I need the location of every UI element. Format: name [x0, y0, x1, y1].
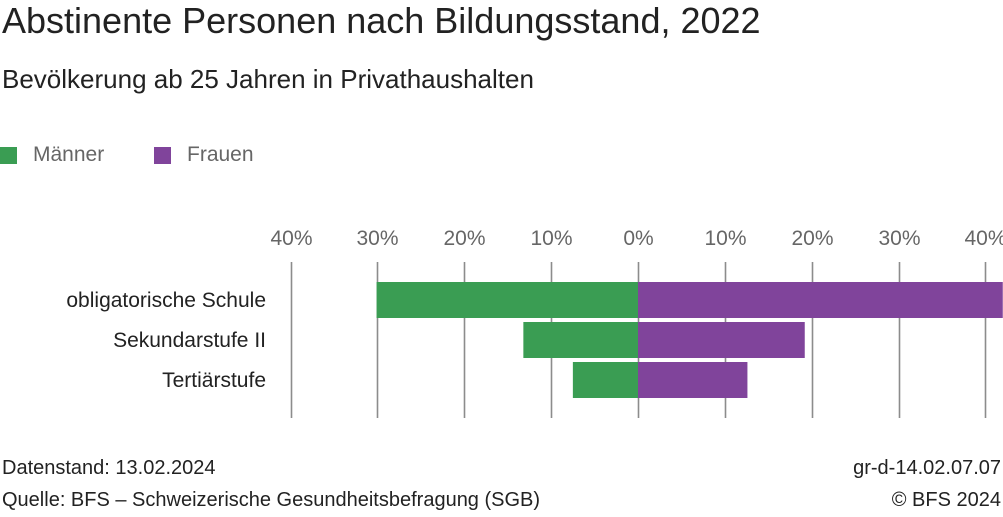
bar-frauen: [638, 362, 748, 398]
legend-label-frauen: Frauen: [187, 143, 254, 166]
bar-maenner: [523, 322, 638, 358]
bar-frauen: [638, 322, 805, 358]
x-tick-label: 40%: [270, 227, 312, 250]
x-tick-label: 0%: [623, 227, 653, 250]
category-label: obligatorische Schule: [66, 289, 266, 312]
bar-frauen: [638, 282, 1003, 318]
data-date: Datenstand: 13.02.2024: [2, 457, 216, 479]
graphic-code: gr-d-14.02.07.07: [853, 457, 1001, 479]
category-label: Sekundarstufe II: [113, 329, 266, 352]
x-tick-label: 10%: [704, 227, 746, 250]
x-tick-label: 30%: [878, 227, 920, 250]
chart-title: Abstinente Personen nach Bildungsstand, …: [2, 0, 761, 41]
legend-swatch-frauen: [154, 147, 171, 164]
x-tick-label: 40%: [964, 227, 1003, 250]
bar-maenner: [572, 362, 638, 398]
bar-maenner: [376, 282, 638, 318]
x-tick-label: 20%: [443, 227, 485, 250]
copyright: © BFS 2024: [891, 489, 1001, 511]
x-tick-label: 20%: [791, 227, 833, 250]
source-note: Quelle: BFS – Schweizerische Gesundheits…: [2, 489, 541, 511]
category-label: Tertiärstufe: [162, 369, 266, 392]
legend-swatch-maenner: [0, 147, 17, 164]
legend-label-maenner: Männer: [33, 143, 105, 166]
x-tick-label: 30%: [356, 227, 398, 250]
x-tick-label: 10%: [530, 227, 572, 250]
chart-subtitle: Bevölkerung ab 25 Jahren in Privathausha…: [2, 64, 534, 94]
